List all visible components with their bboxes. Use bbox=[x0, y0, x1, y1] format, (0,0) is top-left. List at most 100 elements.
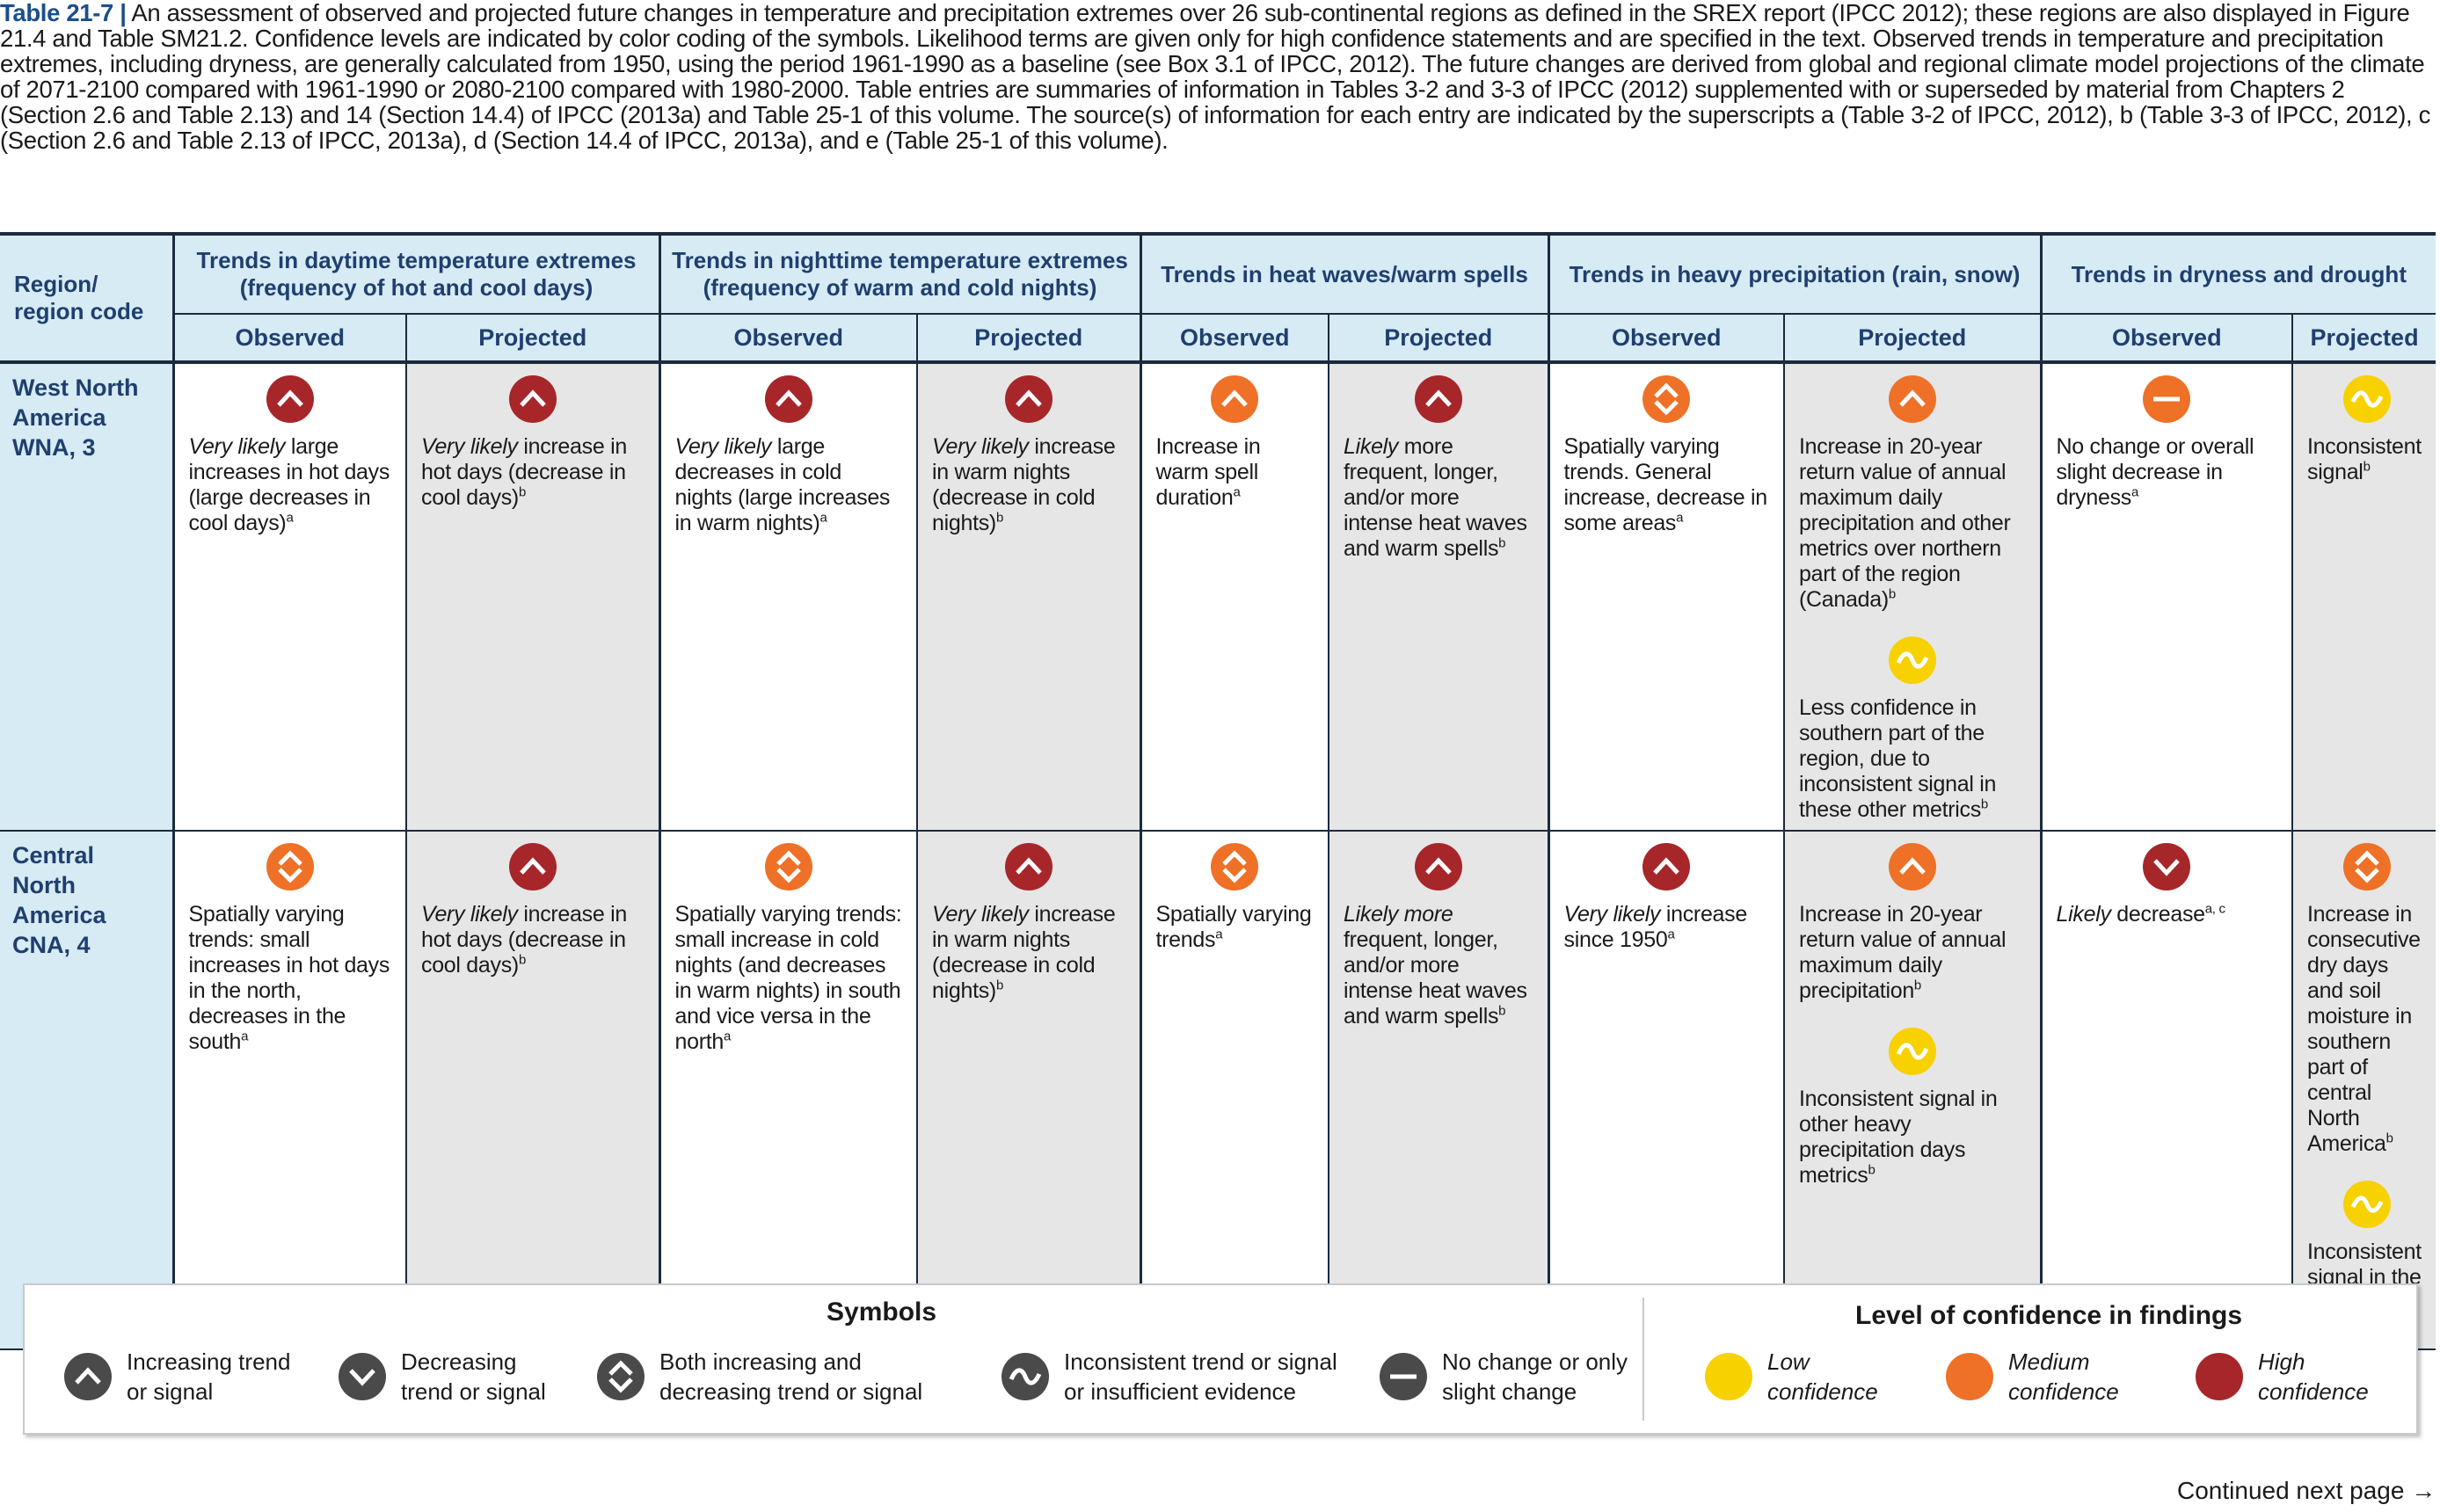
subheader-projected: Projected bbox=[2291, 313, 2436, 364]
table-cell: Very likely increase in warm nights (dec… bbox=[916, 362, 1141, 832]
up-down-icon bbox=[1642, 375, 1691, 423]
finding-text: Very likely increase in hot days (decrea… bbox=[421, 902, 627, 978]
subheader-observed: Observed bbox=[171, 313, 406, 364]
finding-text: Inconsistent signalb bbox=[2307, 434, 2422, 484]
up-triangle-icon bbox=[1004, 375, 1052, 423]
finding: Likely more frequent, longer, and/or mor… bbox=[1344, 374, 1533, 562]
legend: Symbols Level of confidence in findings … bbox=[23, 1283, 2418, 1435]
finding: Inconsistent signal in other heavy preci… bbox=[1799, 1027, 2026, 1189]
finding-text: Very likely increase in hot days (decrea… bbox=[421, 434, 627, 510]
table-cell: Very likely increase in hot days (decrea… bbox=[404, 831, 660, 1350]
table-row: Central North America CNA, 4 Spatially va… bbox=[0, 831, 2436, 1350]
finding: Less confidence in southern part of the … bbox=[1799, 636, 2026, 823]
table-cell: Very likely increase since 1950a bbox=[1547, 831, 1785, 1350]
up-down-icon bbox=[764, 843, 812, 890]
finding: Likely decreasea, c bbox=[2057, 842, 2278, 927]
legend-symbol-label: Both increasing and decreasing trend or … bbox=[659, 1348, 923, 1405]
confidence-dot-icon bbox=[1705, 1353, 1752, 1400]
down-triangle-icon bbox=[2143, 843, 2191, 890]
legend-confidence-title: Level of confidence in findings bbox=[1855, 1301, 2243, 1330]
table-cell: Spatially varying trends. General increa… bbox=[1547, 362, 1785, 832]
finding-text: Less confidence in southern part of the … bbox=[1799, 695, 1997, 822]
finding: Increase in warm spell durationa bbox=[1156, 374, 1315, 511]
finding: Increase in 20-year return value of annu… bbox=[1799, 842, 2026, 1004]
table-cell: Likely more frequent, longer, and/or mor… bbox=[1328, 362, 1549, 832]
finding: Very likely increase in warm nights (dec… bbox=[932, 374, 1125, 536]
up-down-icon bbox=[597, 1353, 645, 1400]
up-triangle-icon bbox=[64, 1353, 112, 1400]
legend-symbol-item: Decreasing trend or signal bbox=[338, 1347, 546, 1407]
finding: Very likely large decreases in cold nigh… bbox=[675, 374, 903, 536]
wave-icon bbox=[1888, 636, 1936, 684]
up-triangle-icon bbox=[1888, 375, 1936, 423]
finding-text: Spatially varying trends. General increa… bbox=[1563, 434, 1768, 535]
legend-symbol-item: Inconsistent trend or signal or insuffic… bbox=[1001, 1347, 1337, 1407]
finding-text: Increase in 20-year return value of annu… bbox=[1799, 434, 2011, 612]
up-triangle-icon bbox=[508, 375, 557, 423]
region-header-label: Region/ region code bbox=[14, 271, 144, 324]
finding-text: Spatially varying trends: small increase… bbox=[188, 902, 390, 1054]
region-header: Region/ region code bbox=[0, 232, 173, 364]
region-name: Central North America CNA, 4 bbox=[12, 842, 106, 958]
table-cell: No change or overall slight decrease in … bbox=[2039, 362, 2293, 832]
up-triangle-icon bbox=[1414, 843, 1462, 890]
legend-symbol-item: No change or only slight change bbox=[1379, 1347, 1628, 1407]
group-header-dryness: Trends in dryness and drought bbox=[2039, 232, 2436, 314]
legend-confidence-item: Low confidence bbox=[1704, 1347, 1878, 1407]
region-cell: Central North America CNA, 4 bbox=[0, 831, 173, 1350]
finding: Very likely increase since 1950a bbox=[1564, 842, 1770, 953]
subheader-projected: Projected bbox=[404, 313, 660, 364]
finding: Spatially varying trends. General increa… bbox=[1564, 374, 1770, 536]
finding: Likely more frequent, longer, and/or mor… bbox=[1344, 842, 1533, 1029]
confidence-dot-icon bbox=[1946, 1353, 1993, 1400]
subheader-observed: Observed bbox=[2039, 313, 2293, 364]
up-triangle-icon bbox=[1642, 843, 1691, 890]
wave-icon bbox=[1001, 1353, 1049, 1400]
up-triangle-icon bbox=[1004, 843, 1052, 890]
region-cell: West North America WNA, 3 bbox=[0, 362, 173, 832]
up-down-icon bbox=[2343, 843, 2392, 890]
finding: Increase in consecutive dry days and soi… bbox=[2307, 842, 2427, 1157]
table-cell: Increase in 20-year return value of annu… bbox=[1783, 831, 2042, 1350]
wave-icon bbox=[2343, 375, 2392, 423]
subheader-projected: Projected bbox=[1328, 313, 1549, 364]
table-cell: Spatially varying trendsa bbox=[1139, 831, 1329, 1350]
finding-text: Very likely increase in warm nights (dec… bbox=[932, 902, 1116, 1003]
down-triangle-icon bbox=[339, 1353, 386, 1400]
table-row: West North America WNA, 3 Very likely lar… bbox=[0, 362, 2436, 832]
region-name: West North America WNA, 3 bbox=[12, 374, 139, 461]
table-cell: Very likely increase in warm nights (dec… bbox=[916, 831, 1141, 1350]
legend-symbol-label: Decreasing trend or signal bbox=[401, 1348, 546, 1405]
up-down-icon bbox=[266, 843, 314, 890]
finding: Very likely increase in warm nights (dec… bbox=[932, 842, 1125, 1004]
finding: Spatially varying trendsa bbox=[1156, 842, 1315, 953]
legend-confidence-label: Low confidence bbox=[1767, 1348, 1878, 1405]
table-cell: Spatially varying trends: small increase… bbox=[658, 831, 918, 1350]
legend-divider bbox=[1642, 1298, 1644, 1421]
finding: Spatially varying trends: small increase… bbox=[675, 842, 903, 1055]
wave-icon bbox=[1888, 1028, 1936, 1075]
up-triangle-icon bbox=[1888, 843, 1936, 890]
finding-text: Spatially varying trendsa bbox=[1155, 902, 1312, 952]
finding-text: Very likely increase in warm nights (dec… bbox=[932, 434, 1116, 535]
finding-text: No change or overall slight decrease in … bbox=[2056, 434, 2254, 510]
legend-symbol-item: Increasing trend or signal bbox=[63, 1347, 290, 1407]
finding-text: Very likely large decreases in cold nigh… bbox=[674, 434, 891, 535]
up-triangle-icon bbox=[266, 375, 314, 423]
finding: Very likely increase in hot days (decrea… bbox=[421, 374, 645, 511]
legend-confidence-label: Medium confidence bbox=[2008, 1348, 2119, 1405]
finding: Spatially varying trends: small increase… bbox=[189, 842, 392, 1055]
finding: Inconsistent signalb bbox=[2307, 374, 2427, 485]
legend-symbol-label: No change or only slight change bbox=[1442, 1348, 1628, 1405]
finding-text: Inconsistent signal in other heavy preci… bbox=[1799, 1087, 1998, 1188]
up-down-icon bbox=[1211, 843, 1259, 890]
table-cell: Very likely large increases in hot days … bbox=[171, 362, 406, 832]
legend-symbol-label: Inconsistent trend or signal or insuffic… bbox=[1064, 1348, 1337, 1405]
confidence-dot-icon bbox=[2196, 1353, 2243, 1400]
subheader-observed: Observed bbox=[1139, 313, 1329, 364]
table-cell: Increase in warm spell durationa bbox=[1139, 362, 1329, 832]
up-triangle-icon bbox=[1414, 375, 1462, 423]
finding-text: Likely more frequent, longer, and/or mor… bbox=[1344, 434, 1527, 561]
subheader-observed: Observed bbox=[1547, 313, 1785, 364]
subheader-observed: Observed bbox=[658, 313, 918, 364]
